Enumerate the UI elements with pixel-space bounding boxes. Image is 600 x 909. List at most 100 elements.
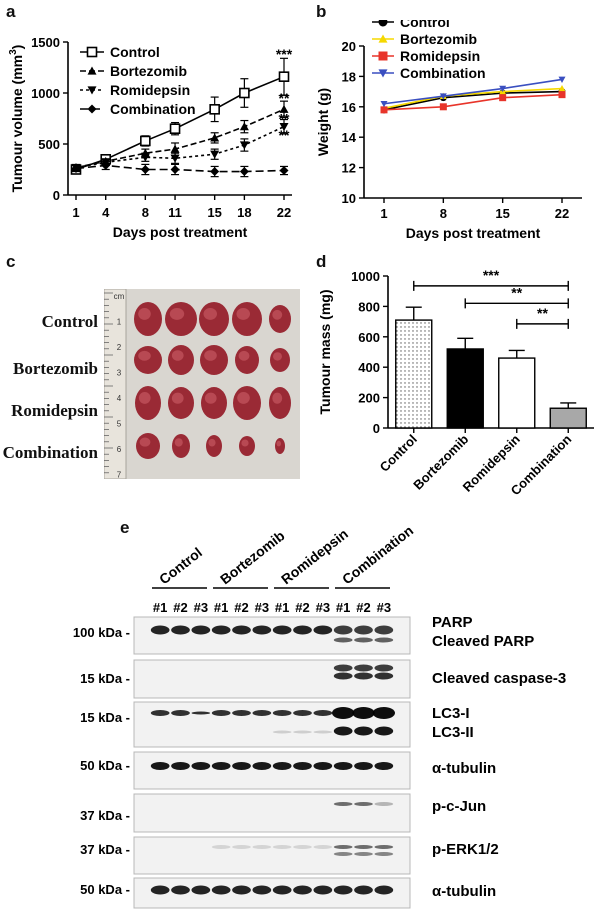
tumour-highlight (169, 307, 185, 320)
blot-band (331, 707, 355, 719)
blot-band (211, 625, 231, 635)
y-axis-label-main: Tumour volume (mm (9, 55, 25, 192)
blot-band (372, 707, 396, 719)
x-axis-label: Days post treatment (113, 224, 248, 240)
blot-band (232, 710, 251, 716)
panel-letter-e: e (120, 518, 130, 537)
ruler-digit: 1 (117, 318, 122, 327)
blot-band (252, 762, 272, 770)
blot-protein-label: α-tubulin (432, 883, 496, 900)
data-point (380, 106, 388, 114)
tumour-specimen (172, 434, 190, 458)
x-tick-label: 1 (380, 206, 387, 221)
blot-band (313, 625, 333, 635)
blot-kda-marker: 100 kDa - (73, 625, 130, 640)
significance-annotation: ** (279, 90, 290, 106)
blot-band (374, 637, 394, 643)
tumour-volume-chart: 0 500 1000 1500 1 4 8 11 15 18 22 Days post treatme… (8, 35, 293, 240)
blot-band (333, 637, 353, 643)
blot-protein-label: α-tubulin (432, 760, 496, 777)
blot-lane-label: #3 (377, 600, 391, 615)
tumour-highlight (138, 350, 151, 361)
tumour-highlight (139, 437, 151, 447)
blot-band (293, 625, 312, 635)
blot-band (191, 885, 211, 895)
legend-marker (86, 46, 98, 58)
blot-lane-label: #3 (316, 600, 330, 615)
blot-band (191, 711, 211, 715)
bar-combination (549, 407, 587, 429)
x-tick-label: 1 (72, 205, 79, 220)
data-point (439, 93, 447, 100)
y-tick-label: 200 (358, 391, 380, 406)
y-axis-label: Tumour volume (mm3) (8, 45, 25, 193)
data-point (239, 167, 249, 177)
blot-band (232, 885, 251, 895)
data-point (170, 154, 180, 163)
blot-protein-label: p-ERK1/2 (432, 841, 499, 858)
blot-band (232, 625, 251, 635)
blot-band (374, 762, 394, 770)
blot-band (313, 845, 333, 849)
blot-band (293, 710, 312, 716)
blot-band (374, 845, 394, 849)
blot-band (354, 762, 373, 770)
blot-band (211, 845, 231, 849)
panel-letter-a: a (6, 2, 16, 21)
blot-band (191, 762, 211, 770)
blot-band (293, 845, 312, 849)
blot-kda-marker: 37 kDa - (80, 842, 130, 857)
x-tick-label: 22 (555, 206, 569, 221)
y-tick-label: 500 (38, 137, 60, 152)
tumour-specimen (134, 346, 162, 374)
tumour-highlight (241, 439, 249, 447)
data-point (279, 123, 289, 132)
tumour-specimen (136, 433, 160, 459)
blot-band (333, 802, 353, 806)
tumour-specimen (269, 305, 291, 333)
y-tick-label: 1500 (31, 35, 60, 50)
series-line-2 (383, 93, 563, 111)
bar-control (395, 319, 433, 429)
blot-band (354, 625, 373, 635)
blot-band (150, 710, 170, 716)
blot-band (252, 710, 272, 716)
data-point (239, 87, 250, 99)
tumour-specimen (275, 438, 285, 454)
blot-band (171, 885, 190, 895)
x-tick-label: 22 (277, 205, 291, 220)
blot-group-label: Combination (339, 522, 416, 587)
y-axis-label-end: ) (9, 45, 25, 50)
blot-group-label: Romidepsin (278, 525, 351, 587)
x-tick-label: 4 (102, 205, 110, 220)
blot-band (171, 625, 190, 635)
blot-band (272, 845, 292, 849)
blot-band (211, 762, 231, 770)
blot-lane-label: #2 (295, 600, 309, 615)
legend-label: Romidepsin (400, 48, 480, 64)
bar-bortezomib (446, 348, 484, 429)
blot-band (354, 852, 373, 856)
blot-band (150, 625, 170, 635)
data-point (499, 94, 507, 102)
legend-marker (378, 69, 388, 78)
data-point (170, 165, 180, 174)
blot-band (354, 637, 373, 643)
y-tick-label: 1000 (351, 269, 380, 284)
data-point (169, 123, 181, 134)
blot-band (171, 762, 190, 770)
tumour-highlight (272, 392, 283, 404)
blot-band (354, 672, 373, 680)
y-axis-label-superscript: 3 (8, 49, 19, 55)
photo-row-label-bortezomib: Bortezomib (13, 359, 98, 378)
ruler-digit: 6 (117, 445, 122, 454)
tumour-highlight (236, 307, 250, 320)
tumour-specimen (269, 387, 291, 419)
ruler-digit: 2 (117, 343, 122, 352)
blot-band (354, 802, 373, 806)
y-tick-label: 10 (342, 191, 356, 206)
y-tick-label: 12 (342, 161, 356, 176)
x-tick-label: 8 (440, 206, 447, 221)
blot-band (374, 726, 394, 736)
